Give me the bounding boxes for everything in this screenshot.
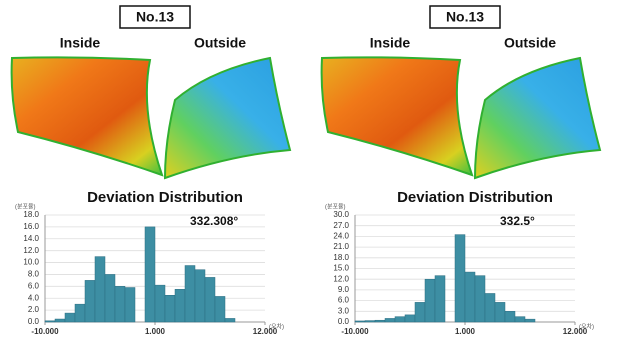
bar: [365, 321, 375, 322]
x-tick-label: 12.000: [253, 327, 278, 336]
bar: [455, 235, 465, 322]
bar: [355, 321, 365, 322]
bar: [55, 319, 65, 322]
bar: [165, 295, 175, 322]
bar: [155, 285, 165, 322]
outside-label: Outside: [194, 35, 246, 51]
y-tick-label: 9.0: [338, 285, 350, 294]
bar: [145, 227, 155, 322]
bar: [215, 296, 225, 322]
x-tick-label: 1.000: [145, 327, 166, 336]
y-tick-label: 4.0: [28, 293, 40, 302]
bar: [485, 293, 495, 322]
x-tick-label: 1.000: [455, 327, 476, 336]
outside-surface: [165, 58, 290, 178]
bar: [385, 318, 395, 322]
y-tick-label: 6.0: [338, 296, 350, 305]
y-tick-label: 8.0: [28, 270, 40, 279]
y-tick-label: 27.0: [333, 221, 349, 230]
bar: [395, 317, 405, 322]
y-tick-label: 14.0: [23, 234, 39, 243]
y-tick-label: 30.0: [333, 210, 349, 219]
x-tick-label: -10.000: [31, 327, 59, 336]
bar: [115, 286, 125, 322]
y-tick-label: 21.0: [333, 242, 349, 251]
inside-label: Inside: [370, 35, 411, 51]
bar: [505, 311, 515, 322]
bar: [75, 304, 85, 322]
bar: [205, 277, 215, 322]
y-tick-label: 12.0: [333, 274, 349, 283]
bar: [405, 315, 415, 322]
y-tick-label: 3.0: [338, 306, 350, 315]
outside-label: Outside: [504, 35, 556, 51]
bar: [65, 313, 75, 322]
bar: [515, 317, 525, 322]
y-tick-label: 16.0: [23, 222, 39, 231]
y-tick-label: 15.0: [333, 264, 349, 273]
outside-surface: [475, 58, 600, 178]
bar: [525, 319, 535, 322]
y-tick-label: 0.0: [338, 317, 350, 326]
bar: [475, 276, 485, 322]
y-tick-label: 0.0: [28, 317, 40, 326]
bar: [375, 320, 385, 322]
bar: [495, 302, 505, 322]
inside-surface: [12, 57, 162, 175]
annotation: 332.5°: [500, 214, 535, 228]
bar: [195, 270, 205, 322]
x-tick-label: -10.000: [341, 327, 369, 336]
y-tick-label: 24.0: [333, 232, 349, 241]
chart-title: Deviation Distribution: [397, 189, 553, 206]
panel-label: No.13: [136, 9, 174, 25]
bar: [45, 321, 55, 322]
bar: [415, 302, 425, 322]
y-tick-label: 6.0: [28, 281, 40, 290]
x-tick-label: 12.000: [563, 327, 588, 336]
figure: No.13 Inside Outside No.13 Inside Outside Devi…: [0, 0, 618, 340]
bar: [105, 274, 115, 322]
bar: [465, 272, 475, 322]
y-tick-label: 10.0: [23, 258, 39, 267]
bar: [425, 279, 435, 322]
y-tick-label: 18.0: [23, 210, 39, 219]
panel-label: No.13: [446, 9, 484, 25]
bar: [435, 276, 445, 322]
y-tick-label: 2.0: [28, 305, 40, 314]
annotation: 332.308°: [190, 214, 238, 228]
bar: [95, 257, 105, 322]
bar: [185, 266, 195, 322]
bar: [85, 280, 95, 322]
inside-surface: [322, 57, 472, 175]
bar: [225, 318, 235, 322]
y-tick-label: 12.0: [23, 246, 39, 255]
inside-label: Inside: [60, 35, 101, 51]
y-tick-label: 18.0: [333, 253, 349, 262]
bar: [125, 288, 135, 322]
chart-title: Deviation Distribution: [87, 189, 243, 206]
bar: [175, 289, 185, 322]
